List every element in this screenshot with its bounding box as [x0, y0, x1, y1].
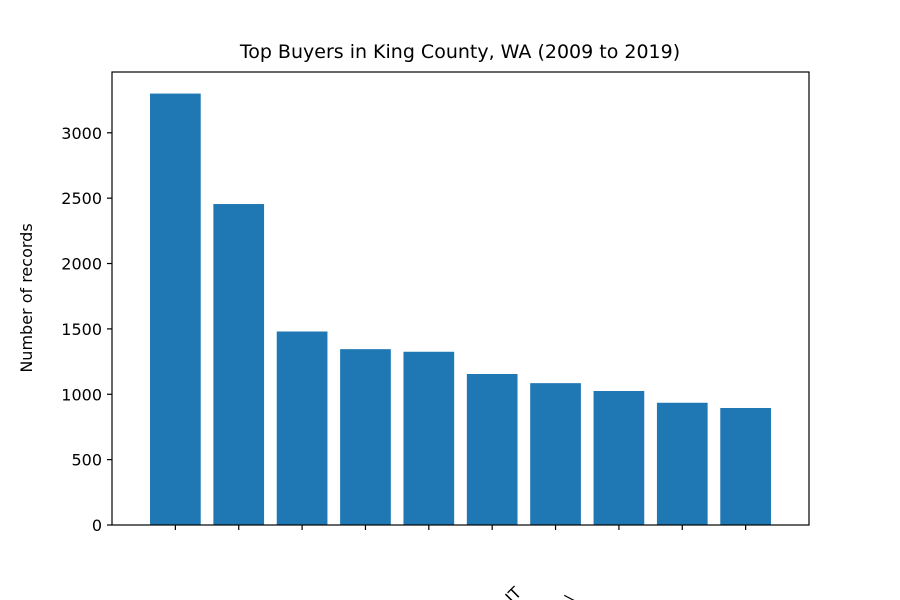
y-axis-ticks: 0 500 1000 1500 2000 2500 3000: [61, 124, 112, 535]
plot-area-frame: [111, 71, 810, 526]
bars-group: [150, 93, 771, 526]
y-tick-label: 2500: [61, 189, 102, 208]
bar-1: [150, 93, 201, 525]
bar-5: [403, 351, 455, 525]
y-tick-label: 3000: [61, 124, 102, 143]
chart-title: Top Buyers in King County, WA (2009 to 2…: [239, 41, 680, 63]
bar-6: [466, 374, 518, 525]
bar-7: [530, 383, 581, 525]
bar-3: [276, 331, 328, 525]
y-tick-label: 2000: [61, 255, 102, 274]
bar-9: [656, 402, 708, 525]
y-axis-label: Number of records: [17, 223, 36, 372]
x-axis-ticks: [174, 525, 747, 530]
bar-2: [213, 204, 265, 526]
bar-8: [593, 391, 645, 525]
y-tick-label: 1000: [61, 385, 102, 404]
y-tick-label: 500: [71, 451, 102, 470]
y-tick-label: 1500: [61, 320, 102, 339]
bar-4: [340, 349, 391, 525]
y-tick-label: 0: [92, 516, 102, 535]
bar-10: [720, 407, 771, 525]
